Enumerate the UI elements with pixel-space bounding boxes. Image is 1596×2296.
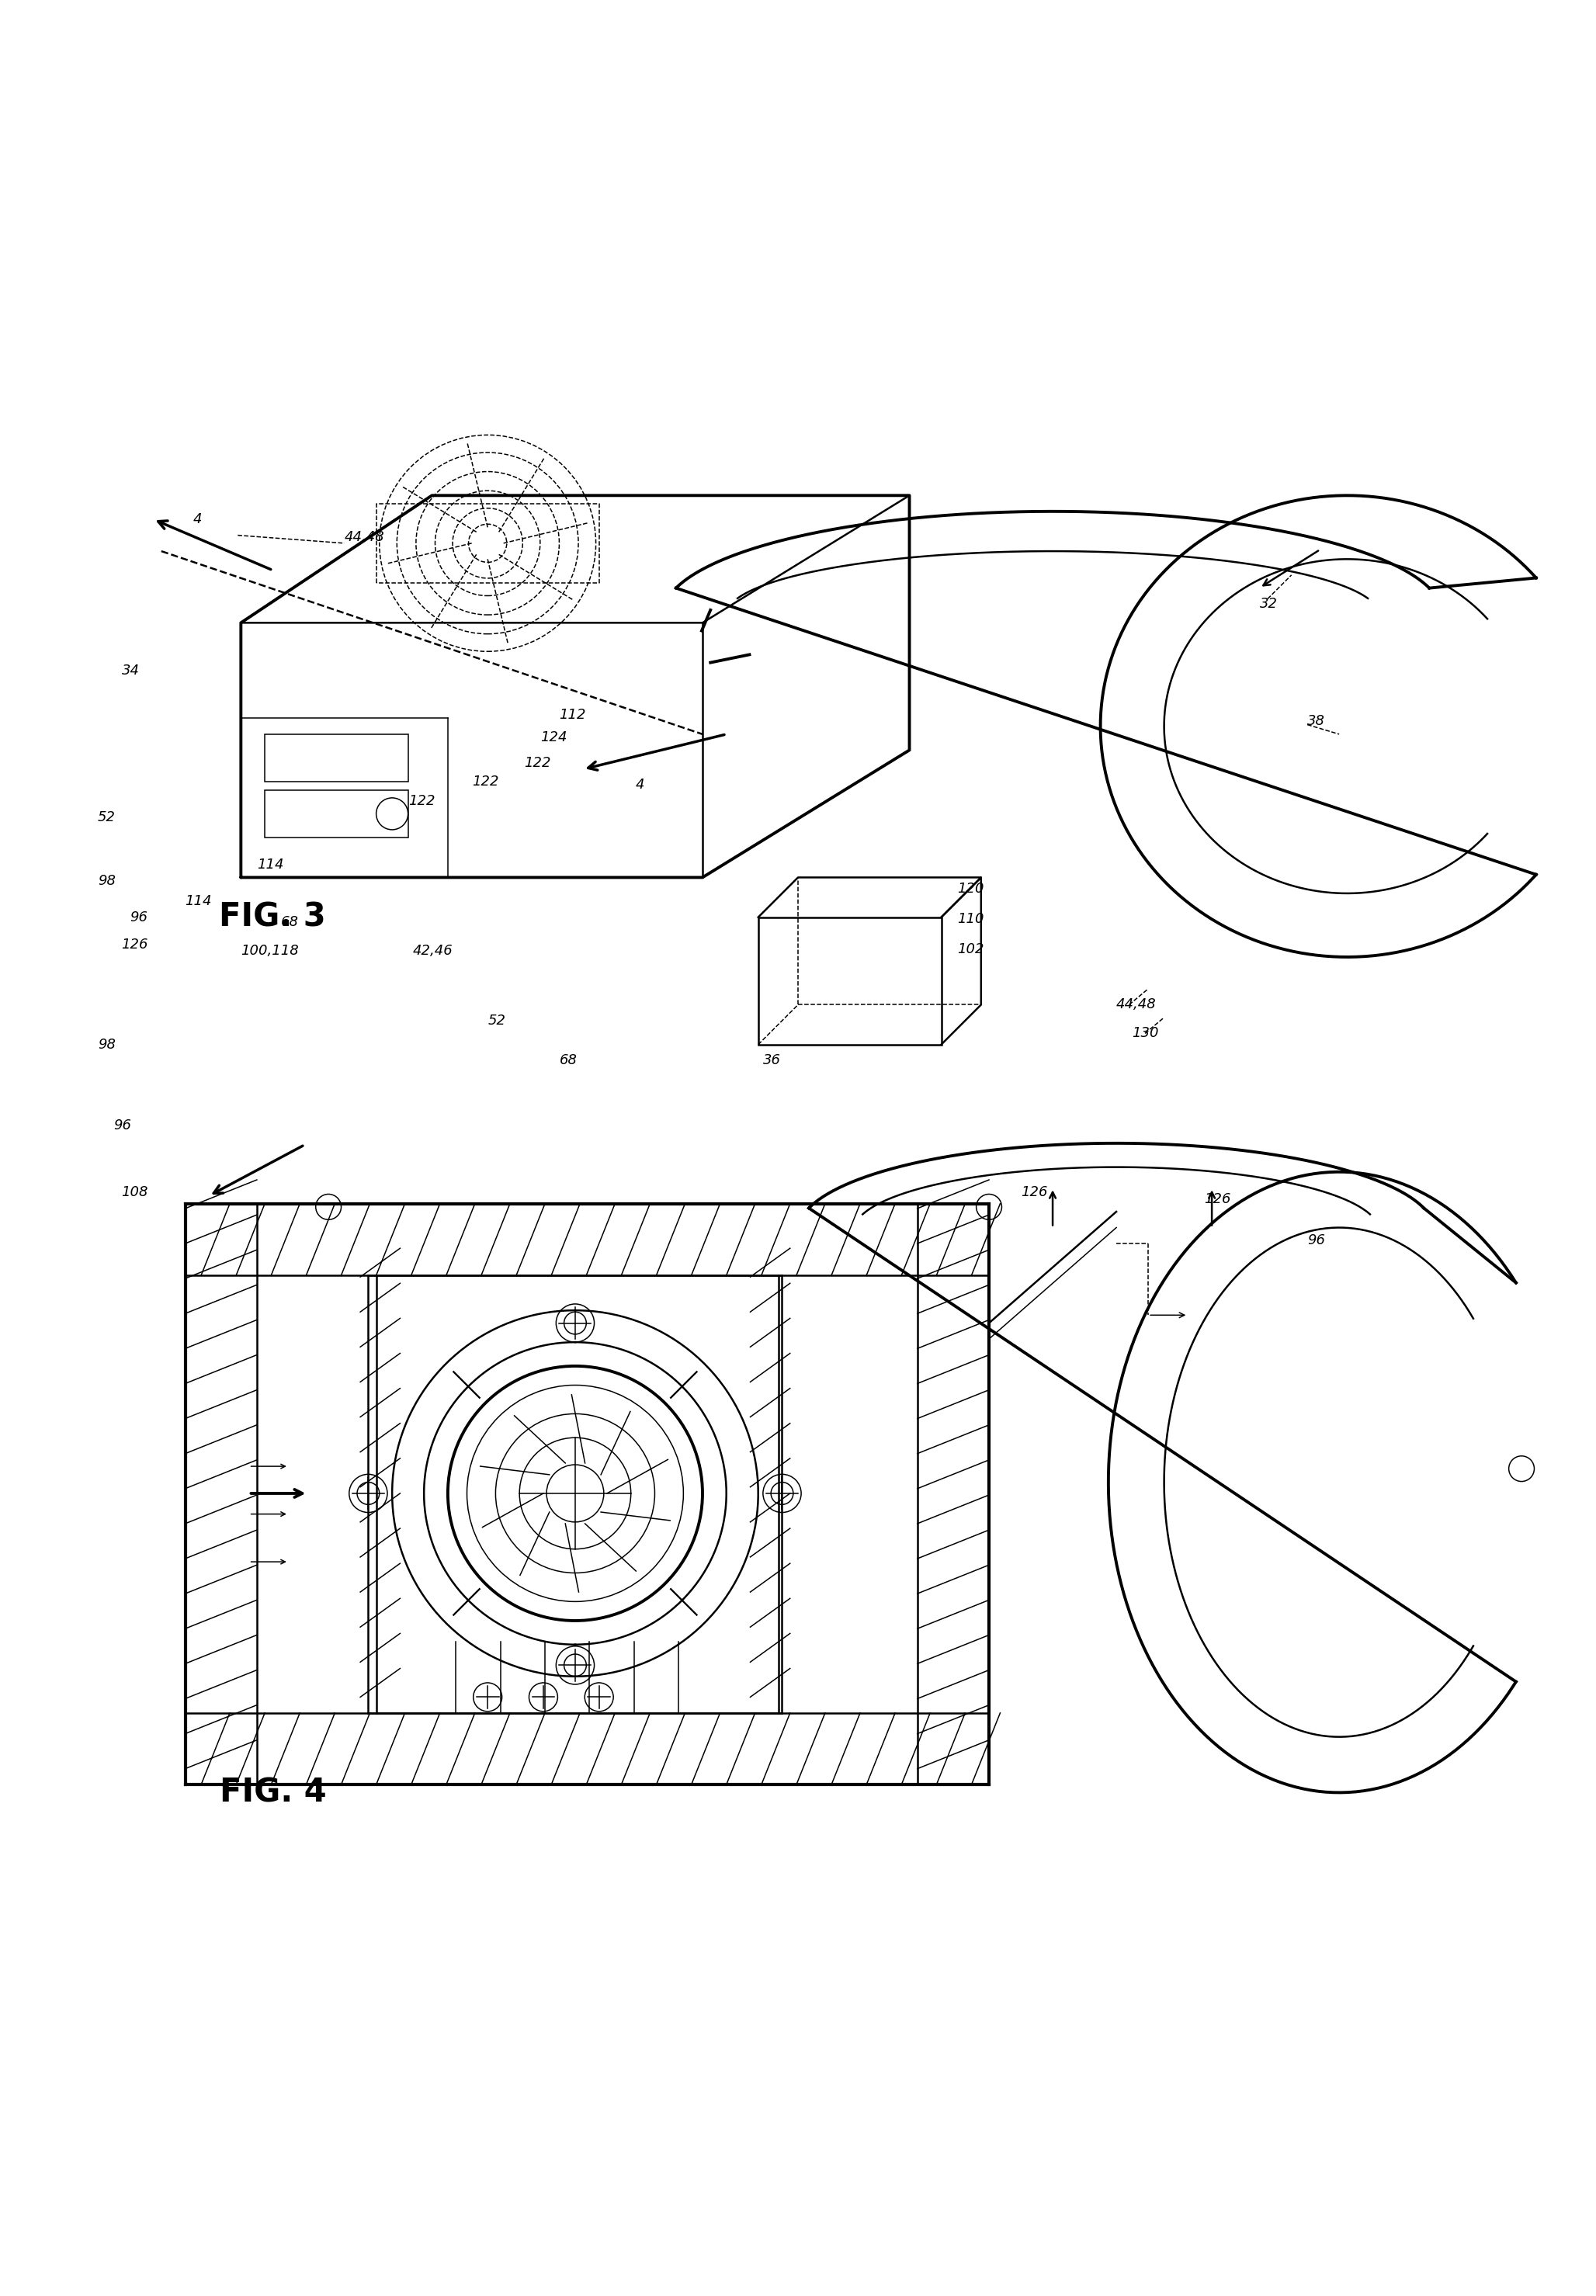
Text: 4: 4: [193, 512, 203, 526]
Text: 36: 36: [763, 1054, 780, 1068]
Bar: [265, 790, 409, 838]
Text: 96: 96: [1307, 1233, 1325, 1247]
Text: 112: 112: [559, 707, 586, 721]
Text: FIG. 3: FIG. 3: [219, 900, 326, 934]
Bar: [758, 916, 942, 1045]
Text: 98: 98: [97, 875, 115, 889]
Text: 4: 4: [635, 778, 645, 792]
Text: 122: 122: [409, 794, 434, 808]
Text: 114: 114: [185, 895, 212, 909]
Text: 68: 68: [559, 1054, 578, 1068]
Text: 44,48: 44,48: [345, 530, 385, 544]
Text: 120: 120: [958, 882, 985, 895]
Text: 126: 126: [1021, 1185, 1047, 1199]
Bar: [265, 735, 409, 783]
Text: 122: 122: [472, 776, 498, 790]
Text: 110: 110: [958, 912, 985, 925]
Text: 34: 34: [121, 664, 139, 677]
Text: 100,118: 100,118: [241, 944, 298, 957]
Text: 114: 114: [257, 859, 284, 872]
Text: FIG. 4: FIG. 4: [219, 1777, 326, 1809]
Text: 32: 32: [1259, 597, 1277, 611]
Text: 38: 38: [1307, 714, 1325, 728]
Text: 124: 124: [539, 730, 567, 744]
Text: 52: 52: [97, 810, 115, 824]
Text: 96: 96: [113, 1118, 131, 1132]
Text: 42,46: 42,46: [413, 944, 453, 957]
Text: 108: 108: [121, 1185, 148, 1199]
Text: 68: 68: [281, 916, 298, 930]
Text: 126: 126: [121, 937, 148, 951]
Text: 126: 126: [1203, 1192, 1231, 1205]
Text: 96: 96: [129, 909, 147, 925]
Text: 130: 130: [1132, 1026, 1159, 1040]
Text: 98: 98: [97, 1038, 115, 1052]
Text: 122: 122: [523, 755, 551, 769]
Text: 52: 52: [488, 1015, 506, 1029]
Text: 44,48: 44,48: [1116, 999, 1157, 1013]
Text: 102: 102: [958, 941, 985, 955]
